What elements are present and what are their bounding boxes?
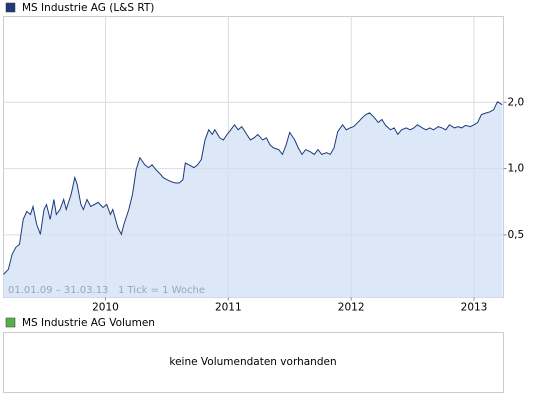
y-tick-label: 2,0 <box>508 96 525 108</box>
x-tick-label: 2013 <box>461 302 488 314</box>
y-tick-label: 0,5 <box>508 229 525 241</box>
price-line <box>3 101 503 275</box>
x-tick-label: 2010 <box>92 302 119 314</box>
volume-legend-swatch <box>5 317 16 328</box>
area-fill <box>3 101 503 298</box>
legend-label: MS Industrie AG (L&S RT) <box>22 2 154 14</box>
x-tick-label: 2012 <box>338 302 365 314</box>
y-tick-label: 1,0 <box>508 163 525 175</box>
volume-legend-label: MS Industrie AG Volumen <box>22 317 155 329</box>
legend-swatch <box>5 2 16 13</box>
annotation: 01.01.09 – 31.03.13 1 Tick = 1 Woche <box>8 285 205 296</box>
volume-frame <box>3 332 504 393</box>
volume-message: keine Volumendaten vorhanden <box>169 356 336 368</box>
x-tick-label: 2011 <box>215 302 242 314</box>
